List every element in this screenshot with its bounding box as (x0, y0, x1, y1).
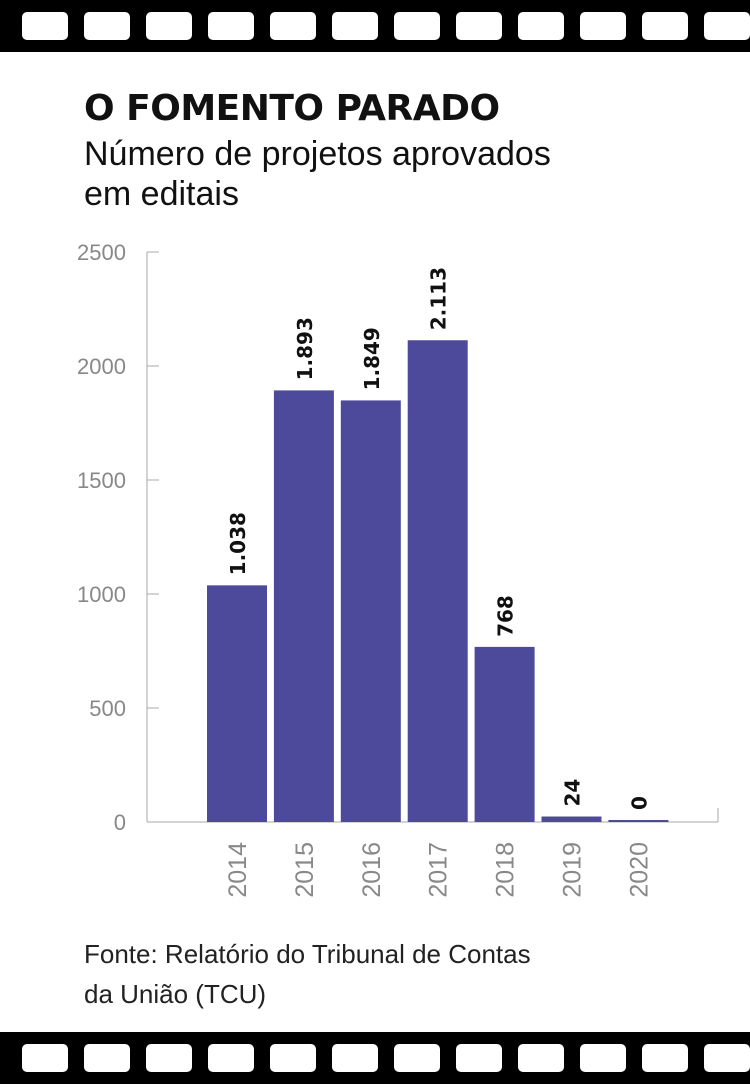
film-hole (394, 12, 440, 40)
bar-2015 (273, 390, 334, 822)
bar-2018 (474, 646, 535, 822)
film-hole (518, 1044, 564, 1072)
film-hole (580, 12, 626, 40)
x-tick-label-2018: 2018 (492, 842, 520, 898)
y-tick-label: 2500 (77, 240, 126, 265)
y-tick-label: 0 (114, 810, 126, 835)
bar-2017 (407, 340, 468, 822)
film-hole (456, 12, 502, 40)
data-label-2019: 24 (561, 779, 585, 807)
source-note: Fonte: Relatório do Tribunal de Contas d… (84, 939, 531, 1009)
film-hole (146, 1044, 192, 1072)
film-hole (22, 1044, 68, 1072)
x-tick-label-2014: 2014 (224, 842, 252, 898)
data-label-2017: 2.113 (427, 267, 451, 330)
film-hole (332, 1044, 378, 1072)
data-label-2014: 1.038 (226, 512, 250, 575)
film-hole (84, 1044, 130, 1072)
film-hole (208, 12, 254, 40)
film-hole (394, 1044, 440, 1072)
data-label-2018: 768 (494, 595, 518, 637)
film-hole (642, 1044, 688, 1072)
data-label-2016: 1.849 (360, 327, 384, 390)
x-tick-label-2016: 2016 (358, 842, 386, 898)
y-tick-label: 2000 (77, 354, 126, 379)
film-hole (704, 1044, 750, 1072)
x-tick-label-2020: 2020 (625, 842, 653, 898)
film-strip-top (0, 0, 750, 52)
y-tick-label: 500 (89, 696, 126, 721)
film-hole (270, 1044, 316, 1072)
x-tick-label-2019: 2019 (559, 842, 587, 898)
y-tick-label: 1000 (77, 582, 126, 607)
chart-title: O FOMENTO PARADO (84, 88, 500, 129)
chart-subtitle: Número de projetos aprovados em editais (84, 135, 551, 213)
film-strip-bottom (0, 1032, 750, 1084)
bar-2020 (608, 820, 669, 822)
film-hole (704, 12, 750, 40)
film-hole (146, 12, 192, 40)
film-hole (84, 12, 130, 40)
film-hole (642, 12, 688, 40)
film-hole (270, 12, 316, 40)
x-tick-label-2017: 2017 (425, 842, 453, 898)
film-hole (208, 1044, 254, 1072)
bar-2019 (541, 816, 602, 822)
film-hole (332, 12, 378, 40)
data-label-2015: 1.893 (293, 317, 317, 380)
film-hole (518, 12, 564, 40)
bar-2014 (207, 585, 267, 822)
bar-2016 (340, 400, 401, 822)
film-hole (456, 1044, 502, 1072)
x-tick-label-2015: 2015 (291, 842, 319, 898)
film-hole (22, 12, 68, 40)
y-tick-label: 1500 (77, 468, 126, 493)
data-label-2020: 0 (627, 796, 651, 810)
film-hole (580, 1044, 626, 1072)
